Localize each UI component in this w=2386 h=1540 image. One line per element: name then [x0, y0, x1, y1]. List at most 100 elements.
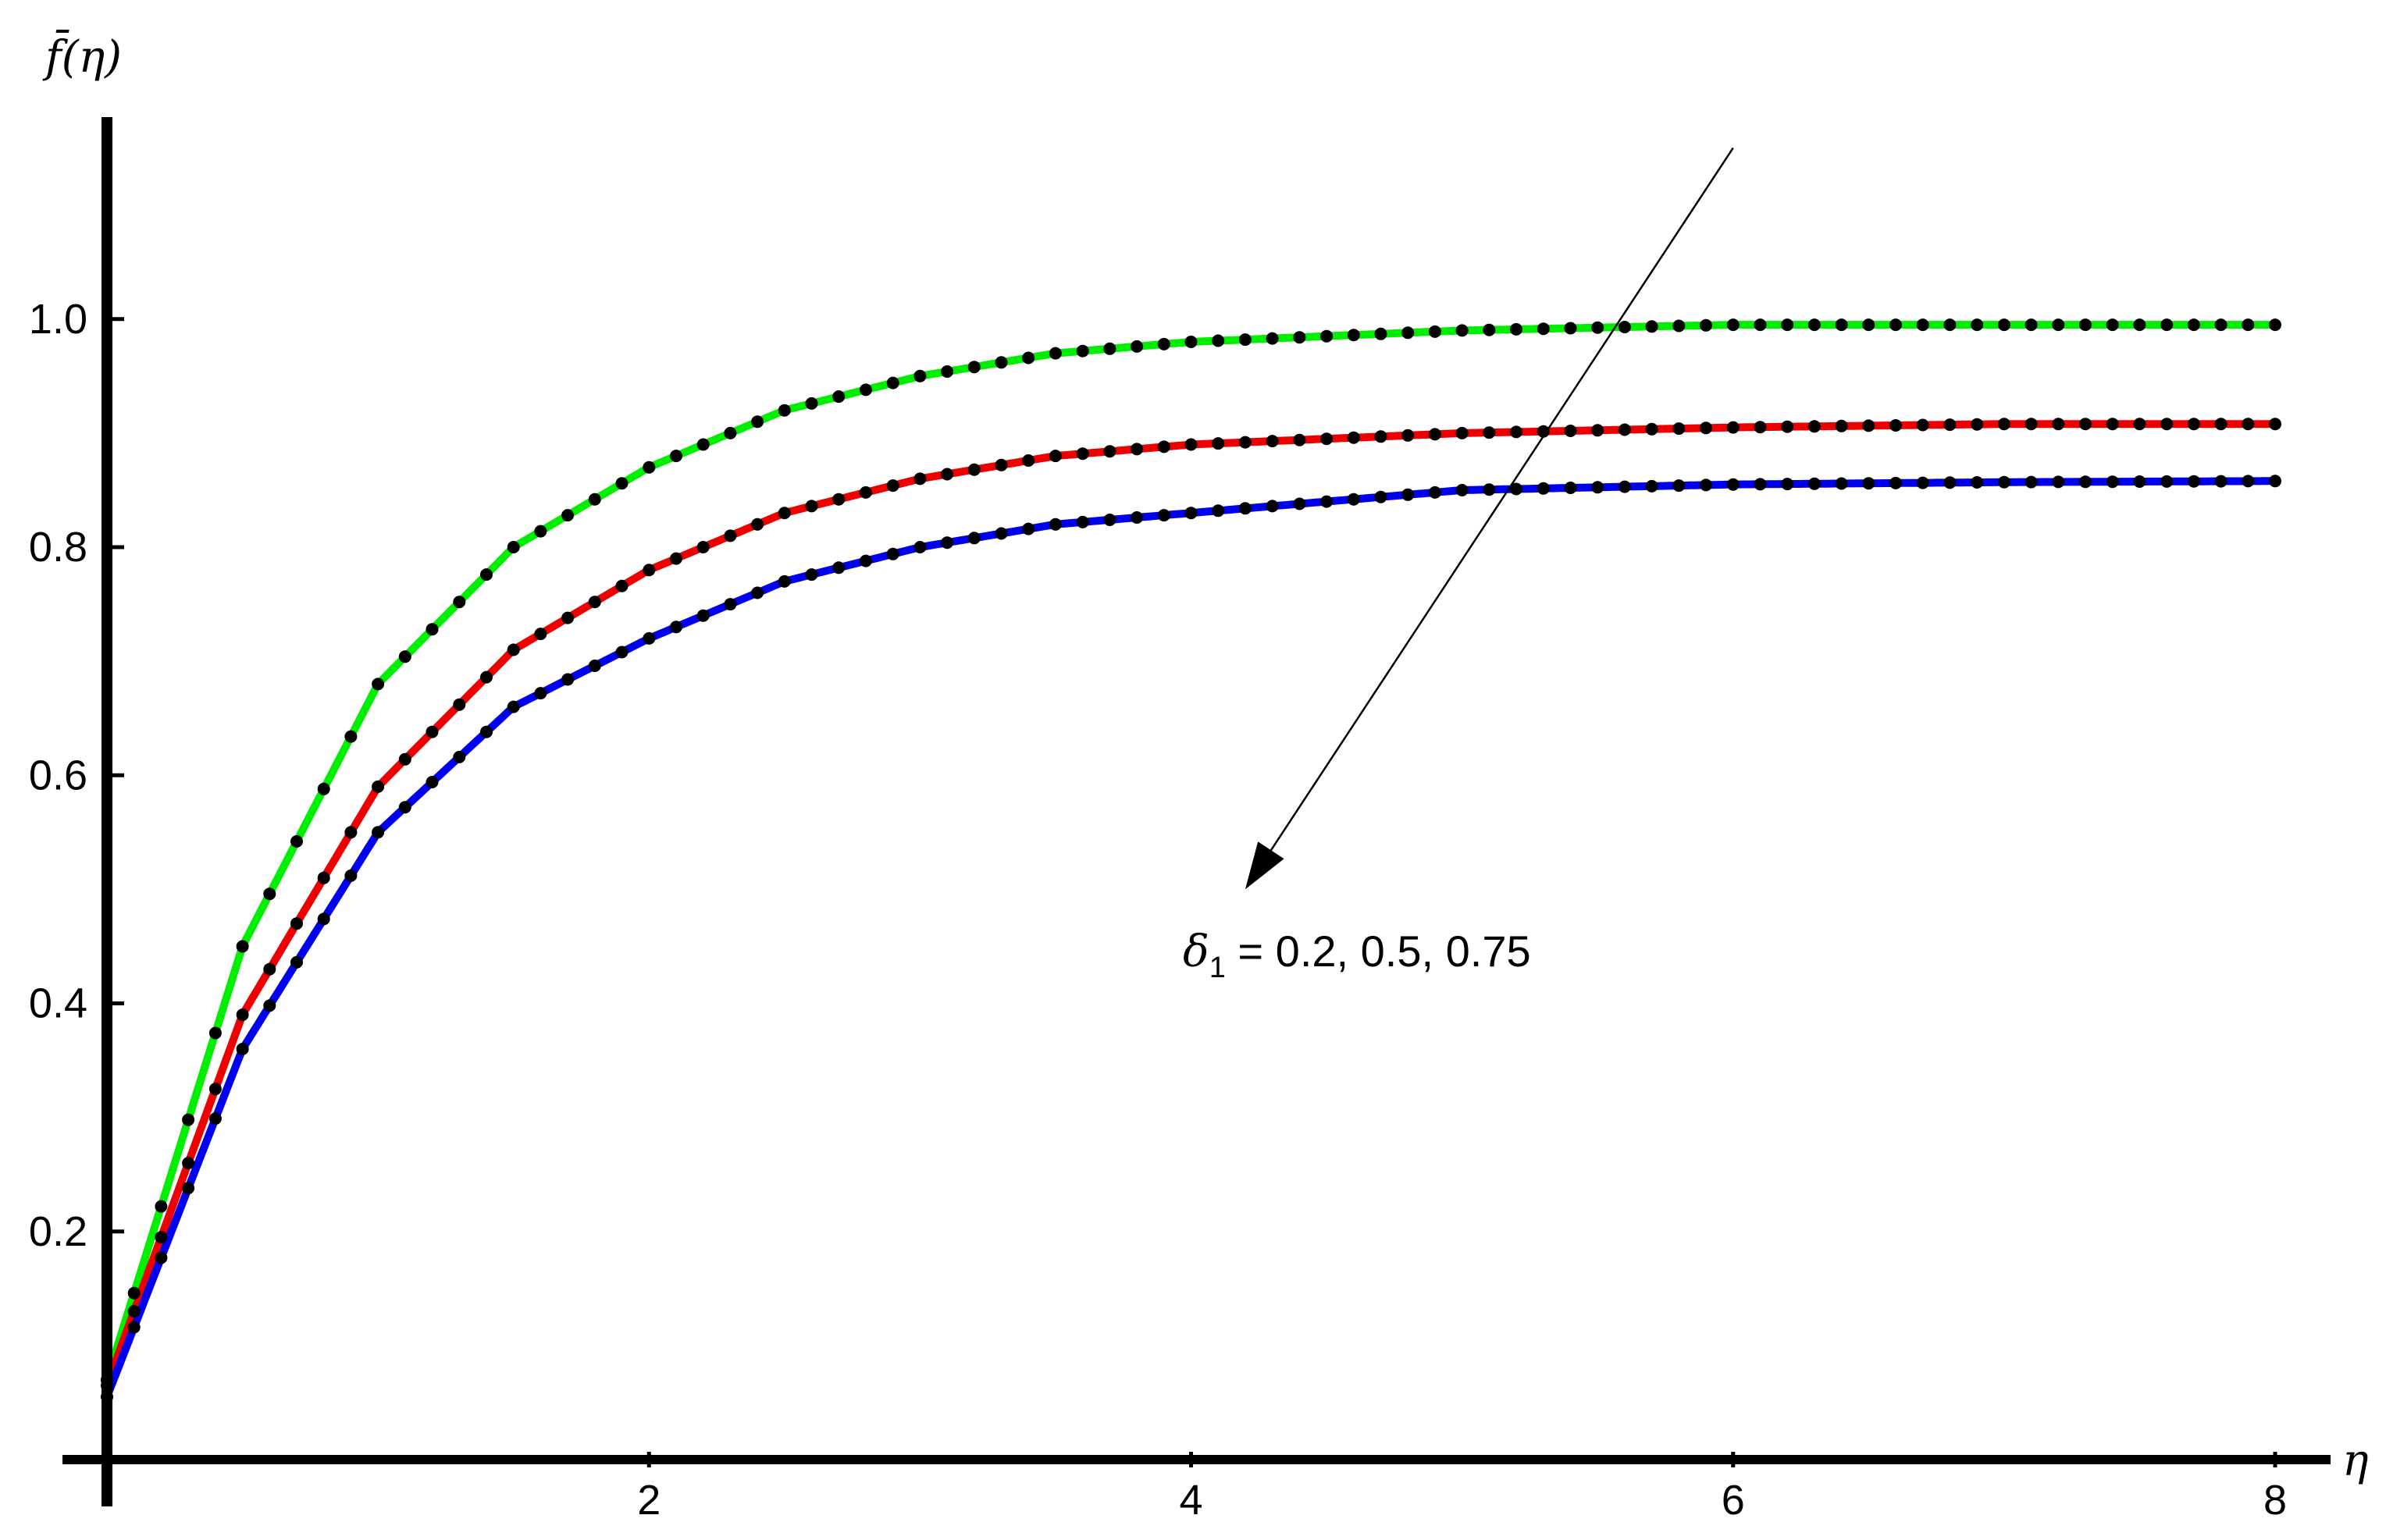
series-3-marker — [1672, 479, 1686, 493]
series-1-marker — [2025, 318, 2038, 332]
series-3-marker — [886, 547, 899, 560]
series-1-marker — [1618, 321, 1631, 333]
series-3-marker — [534, 687, 547, 700]
series-1-marker — [886, 376, 899, 389]
series-3-marker — [344, 869, 358, 882]
series-2-marker — [2025, 418, 2038, 431]
series-2-marker — [643, 564, 656, 577]
series-1-marker — [534, 525, 547, 538]
series-3-marker — [1916, 476, 1929, 489]
y-tick-label: 0.4 — [29, 980, 87, 1027]
series-1-marker — [724, 426, 737, 439]
series-1-marker — [2214, 318, 2228, 332]
series-2-marker — [1672, 422, 1686, 436]
series-1-marker — [1266, 332, 1279, 345]
series-1-marker — [1754, 318, 1767, 332]
series-1-marker — [1293, 331, 1306, 344]
series-3-marker — [2269, 475, 2281, 488]
marker-layer — [101, 318, 2281, 1403]
series-2-marker — [832, 493, 846, 506]
series-2-marker — [344, 826, 358, 839]
x-tick-label: 2 — [637, 1477, 661, 1524]
series-1-marker — [913, 369, 927, 382]
series-1-marker — [1645, 320, 1658, 333]
series-line-2 — [103, 420, 2275, 1387]
series-2-marker — [2160, 418, 2174, 431]
series-3-marker — [1997, 475, 2010, 489]
series-3-marker — [1943, 476, 1957, 489]
series-3-marker — [1428, 485, 1441, 499]
series-2-marker — [182, 1157, 195, 1170]
series-1-marker — [1131, 340, 1144, 353]
series-3-marker — [1510, 482, 1522, 496]
series-1-marker — [1184, 336, 1198, 348]
series-2-marker — [1645, 422, 1658, 436]
y-tick-label: 0.8 — [29, 524, 87, 571]
series-3-marker — [1971, 476, 1984, 489]
series-2-marker — [1618, 423, 1631, 436]
series-2-marker — [1293, 433, 1306, 446]
series-3-marker — [1022, 522, 1035, 535]
series-2-marker — [263, 962, 276, 976]
series-2-marker — [453, 698, 466, 711]
series-2-marker — [2187, 418, 2200, 431]
series-3-marker — [615, 646, 629, 659]
series-3-marker — [751, 586, 764, 599]
x-ticks: 2 4 6 8 — [637, 1452, 2287, 1524]
series-1-marker — [1049, 347, 1062, 360]
series-1-marker — [1483, 323, 1496, 336]
series-2-marker — [2079, 418, 2092, 431]
series-3-marker — [1754, 478, 1767, 491]
series-1-marker — [317, 782, 330, 795]
series-3-marker — [1212, 504, 1225, 517]
series-2-marker — [1347, 431, 1360, 444]
series-2-marker — [1103, 445, 1116, 458]
series-3-marker — [1049, 517, 1062, 531]
series-3-marker — [2133, 475, 2146, 488]
series-1-marker — [1835, 318, 1848, 332]
series-3-marker — [995, 527, 1008, 540]
series-1-marker — [236, 940, 249, 953]
series-3-marker — [2242, 475, 2255, 488]
series-1-marker — [1997, 318, 2010, 332]
annotation-values: = 0.2, 0.5, 0.75 — [1226, 926, 1531, 976]
series-3-marker — [155, 1251, 168, 1264]
series-3-marker — [1320, 495, 1334, 508]
series-1-marker — [2133, 318, 2146, 332]
series-2-marker — [236, 1008, 249, 1022]
series-1-marker — [426, 623, 439, 636]
y-ticks: 0.2 0.4 0.6 0.8 1.0 — [29, 296, 124, 1255]
series-1-marker — [1889, 318, 1902, 332]
series-3-marker — [263, 999, 276, 1012]
annotation-arrowhead — [1245, 841, 1284, 890]
y-tick-label: 0.6 — [29, 752, 87, 798]
series-3-marker — [561, 673, 575, 686]
series-2-marker — [1401, 429, 1415, 442]
series-2-marker — [1971, 418, 1984, 431]
series-1-marker — [1943, 318, 1957, 332]
series-1-marker — [1347, 329, 1360, 342]
series-1-marker — [1374, 327, 1387, 340]
series-3-marker — [588, 660, 601, 672]
series-1-marker — [832, 390, 846, 404]
x-tick-label: 4 — [1179, 1477, 1202, 1524]
series-2-marker — [670, 552, 682, 565]
series-3-marker — [1700, 478, 1712, 492]
series-1-marker — [2160, 318, 2174, 332]
series-2-marker — [2214, 418, 2228, 431]
series-3-marker — [2160, 475, 2174, 488]
series-2-marker — [507, 643, 520, 656]
series-3-marker — [1726, 478, 1740, 491]
x-tick-label: 6 — [1722, 1477, 1745, 1524]
series-1-marker — [290, 835, 303, 848]
series-2-marker — [913, 472, 927, 485]
series-2-marker — [2133, 418, 2146, 431]
series-3-marker — [208, 1112, 222, 1126]
series-2-marker — [317, 871, 330, 884]
series-3-marker — [1455, 484, 1469, 496]
series-2-marker — [1754, 421, 1767, 434]
series-1-marker — [182, 1113, 195, 1126]
series-1-marker — [805, 397, 818, 410]
series-1-marker — [1320, 329, 1334, 343]
series-1-marker — [2187, 318, 2200, 332]
